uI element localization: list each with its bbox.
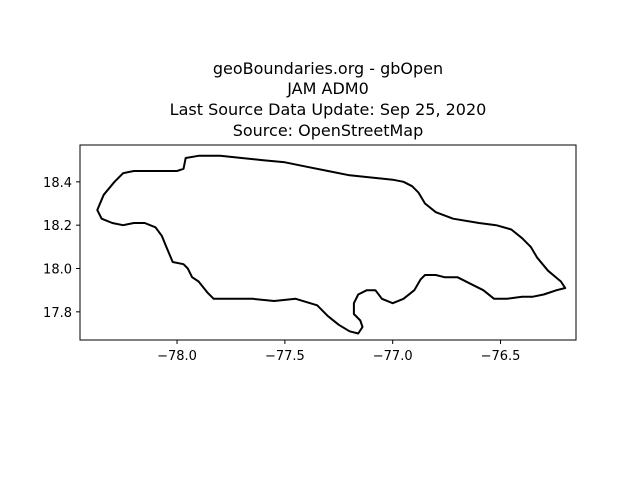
y-tick-label: 17.8 [43,306,72,321]
y-tick-label: 18.2 [43,219,72,234]
x-axis: −78.0 −77.5 −77.0 −76.5 [157,340,520,364]
axes-frame [79,144,577,341]
plot-area [79,144,577,341]
jamaica-boundary-outline [96,154,567,335]
x-tick-label: −78.0 [157,349,197,364]
x-tick-label: −77.5 [265,349,305,364]
title-line-4: Source: OpenStreetMap [233,121,424,140]
y-axis: 17.8 18.0 18.2 18.4 [43,176,80,321]
y-tick-label: 18.0 [43,263,72,278]
y-tick-label: 18.4 [43,176,72,191]
x-tick-label: −76.5 [481,349,521,364]
x-tick-label: −77.0 [373,349,413,364]
title-line-3: Last Source Data Update: Sep 25, 2020 [170,100,487,119]
title-line-1: geoBoundaries.org - gbOpen [213,59,443,78]
title-line-2: JAM ADM0 [286,79,369,98]
